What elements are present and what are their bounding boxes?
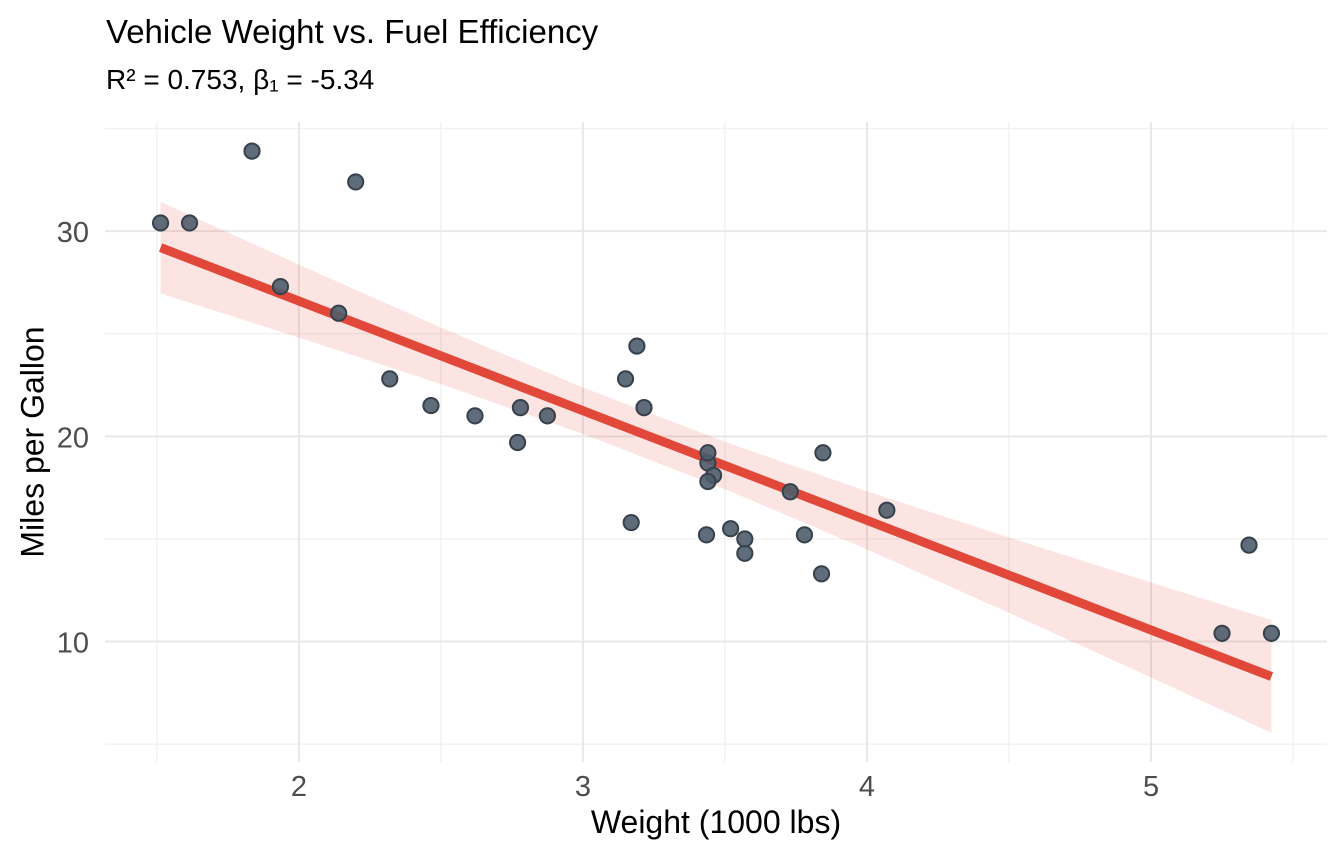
- chart-subtitle: R² = 0.753, β₁ = -5.34: [106, 64, 375, 95]
- x-axis-title: Weight (1000 lbs): [590, 804, 842, 840]
- data-point: [697, 526, 716, 544]
- y-tick-label: 20: [57, 422, 89, 454]
- data-point: [622, 513, 640, 532]
- data-point: [814, 444, 832, 462]
- data-point: [635, 399, 653, 417]
- y-tick-label: 10: [57, 628, 89, 660]
- x-tick-label: 4: [859, 771, 875, 803]
- data-point: [511, 399, 530, 417]
- x-tick-label: 3: [575, 771, 591, 803]
- data-point: [736, 544, 754, 562]
- data-point: [1262, 624, 1281, 642]
- y-axis-title: Miles per Gallon: [14, 326, 51, 558]
- data-point: [878, 501, 896, 519]
- data-point: [781, 483, 799, 501]
- data-point: [1213, 624, 1231, 642]
- data-point: [508, 433, 527, 452]
- data-point: [538, 407, 557, 425]
- data-point: [736, 530, 754, 548]
- x-tick-label: 5: [1143, 771, 1159, 803]
- data-point: [271, 277, 290, 296]
- data-point: [795, 526, 814, 544]
- chart-title: Vehicle Weight vs. Fuel Efficiency: [106, 13, 599, 50]
- data-point: [381, 370, 399, 388]
- data-point: [243, 142, 261, 160]
- data-point: [347, 173, 365, 191]
- y-tick-label: 30: [57, 217, 89, 249]
- data-point: [616, 370, 635, 388]
- data-point: [722, 520, 740, 538]
- data-point: [699, 472, 717, 491]
- data-point: [466, 407, 484, 425]
- data-point: [422, 396, 440, 415]
- data-point: [180, 214, 199, 232]
- data-point: [151, 214, 170, 232]
- x-tick-label: 2: [291, 771, 307, 803]
- data-point: [330, 304, 348, 322]
- data-point: [812, 565, 831, 583]
- data-point: [628, 337, 646, 355]
- data-point: [699, 444, 717, 462]
- data-point: [1240, 536, 1258, 554]
